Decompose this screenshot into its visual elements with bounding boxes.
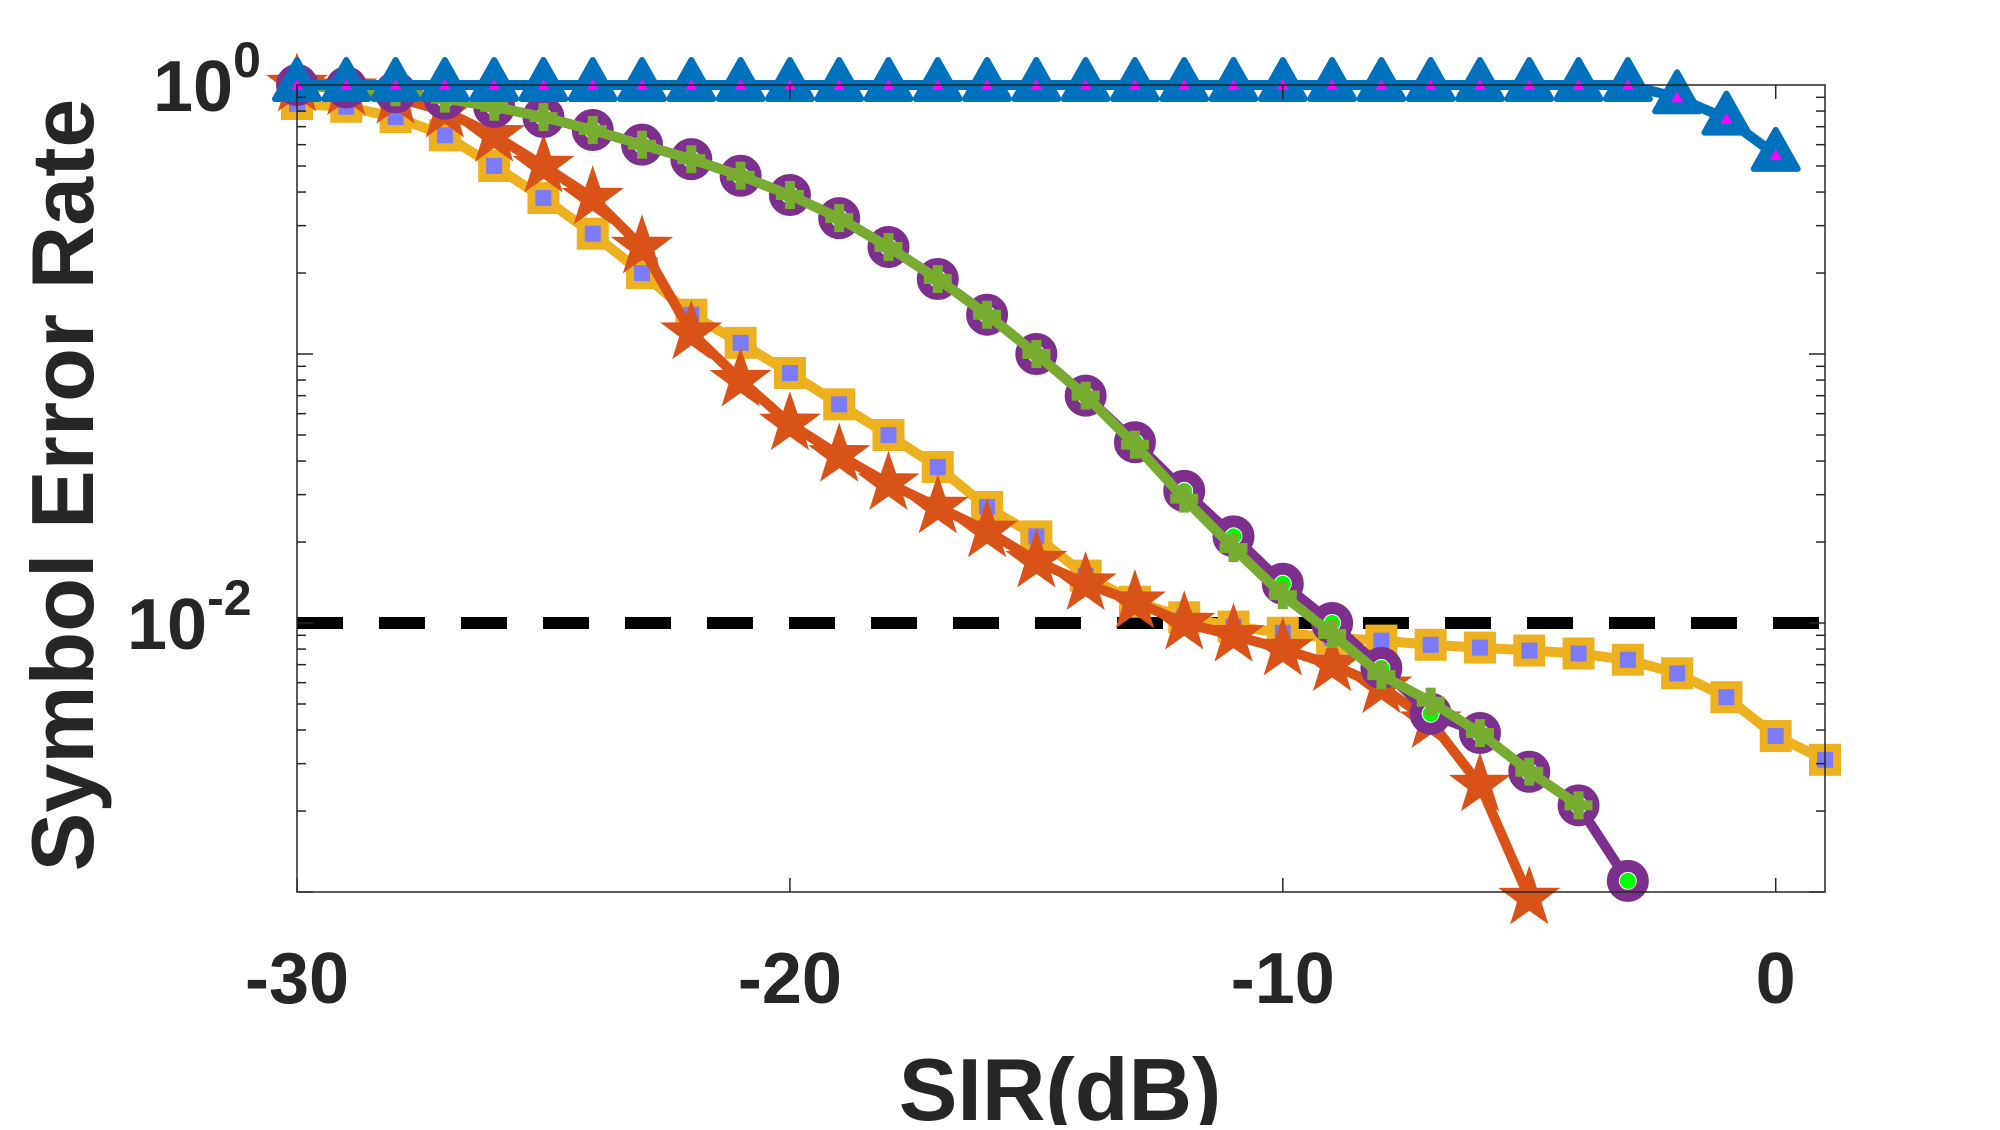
data-point: [1153, 590, 1216, 650]
data-point-bar: [1120, 439, 1149, 450]
data-point: [1103, 569, 1167, 629]
data-point-bar: [1071, 390, 1100, 401]
x-tick-label: 0: [1756, 939, 1796, 1019]
data-point-bar: [628, 139, 657, 150]
data-point-bar: [825, 213, 854, 224]
data-point: [610, 214, 674, 274]
data-point-bar: [775, 190, 804, 201]
x-tick-label: -10: [1231, 939, 1335, 1019]
data-point: [906, 474, 969, 534]
data-point: [1498, 865, 1561, 925]
data-point: [1611, 643, 1644, 676]
data-point-bar: [1515, 766, 1544, 777]
data-point-bar: [1268, 590, 1297, 601]
data-point-bar: [726, 170, 755, 181]
data-point: [463, 102, 526, 162]
data-point: [872, 418, 905, 451]
data-point: [1562, 637, 1595, 670]
data-point-bar: [578, 125, 607, 136]
data-point: [561, 165, 624, 225]
axes-area: [297, 85, 1825, 892]
data-point-bar: [529, 112, 558, 123]
data-point-bar: [1367, 670, 1396, 681]
data-point-bar: [1416, 696, 1445, 707]
data-point-bar: [1219, 543, 1248, 554]
data-point-bar: [1022, 349, 1051, 359]
data-point-bar: [480, 101, 509, 112]
data-point: [576, 217, 609, 250]
series: [265, 52, 1561, 925]
data-point: [758, 391, 821, 451]
data-point: [478, 149, 511, 182]
y-tick-label: 10-2: [127, 570, 252, 665]
y-tick-label: 100: [153, 32, 261, 127]
data-point: [823, 388, 856, 421]
data-point: [857, 450, 920, 511]
data-point-center: [1720, 112, 1733, 124]
data-point: [955, 498, 1019, 558]
x-axis-title: SIR(dB): [899, 1040, 1222, 1125]
data-point: [1759, 720, 1792, 753]
plot-background: [297, 85, 1825, 892]
data-point-bar: [1465, 728, 1494, 739]
x-tick-label: -20: [738, 939, 842, 1019]
y-tick-exponent: 0: [233, 32, 261, 88]
data-point: [1054, 551, 1117, 611]
data-point: [512, 133, 575, 193]
data-point-bar: [677, 154, 706, 165]
data-point: [1513, 634, 1546, 667]
data-point-center: [1671, 91, 1684, 103]
data-point-bar: [973, 309, 1002, 320]
data-point: [1202, 602, 1265, 662]
x-tick-label: -30: [245, 939, 349, 1019]
data-point: [527, 182, 560, 215]
data-point: [773, 356, 806, 389]
y-tick-base: 10: [153, 47, 233, 127]
data-point: [1005, 528, 1068, 588]
data-point-bar: [923, 274, 952, 285]
data-point-bar: [1564, 800, 1593, 811]
data-point-center: [1769, 148, 1782, 160]
axes-frame: [296, 84, 1826, 893]
data-point: [660, 300, 723, 360]
data-point: [709, 347, 772, 407]
data-point: [808, 422, 871, 482]
axes-box: [296, 84, 1826, 893]
data-point: [1463, 631, 1496, 664]
data-point-center: [1619, 872, 1636, 889]
data-point-bar: [874, 241, 903, 252]
y-axis-title: Symbol Error Rate: [13, 99, 112, 872]
data-point: [1448, 752, 1512, 812]
data-point-bar: [1170, 493, 1199, 504]
data-point: [1251, 616, 1314, 676]
data-point-bar: [1318, 629, 1347, 640]
data-point: [1661, 657, 1694, 690]
y-tick-exponent: -2: [207, 570, 251, 626]
data-point: [1414, 628, 1447, 661]
data-point: [1710, 681, 1743, 714]
y-tick-base: 10: [127, 585, 207, 665]
